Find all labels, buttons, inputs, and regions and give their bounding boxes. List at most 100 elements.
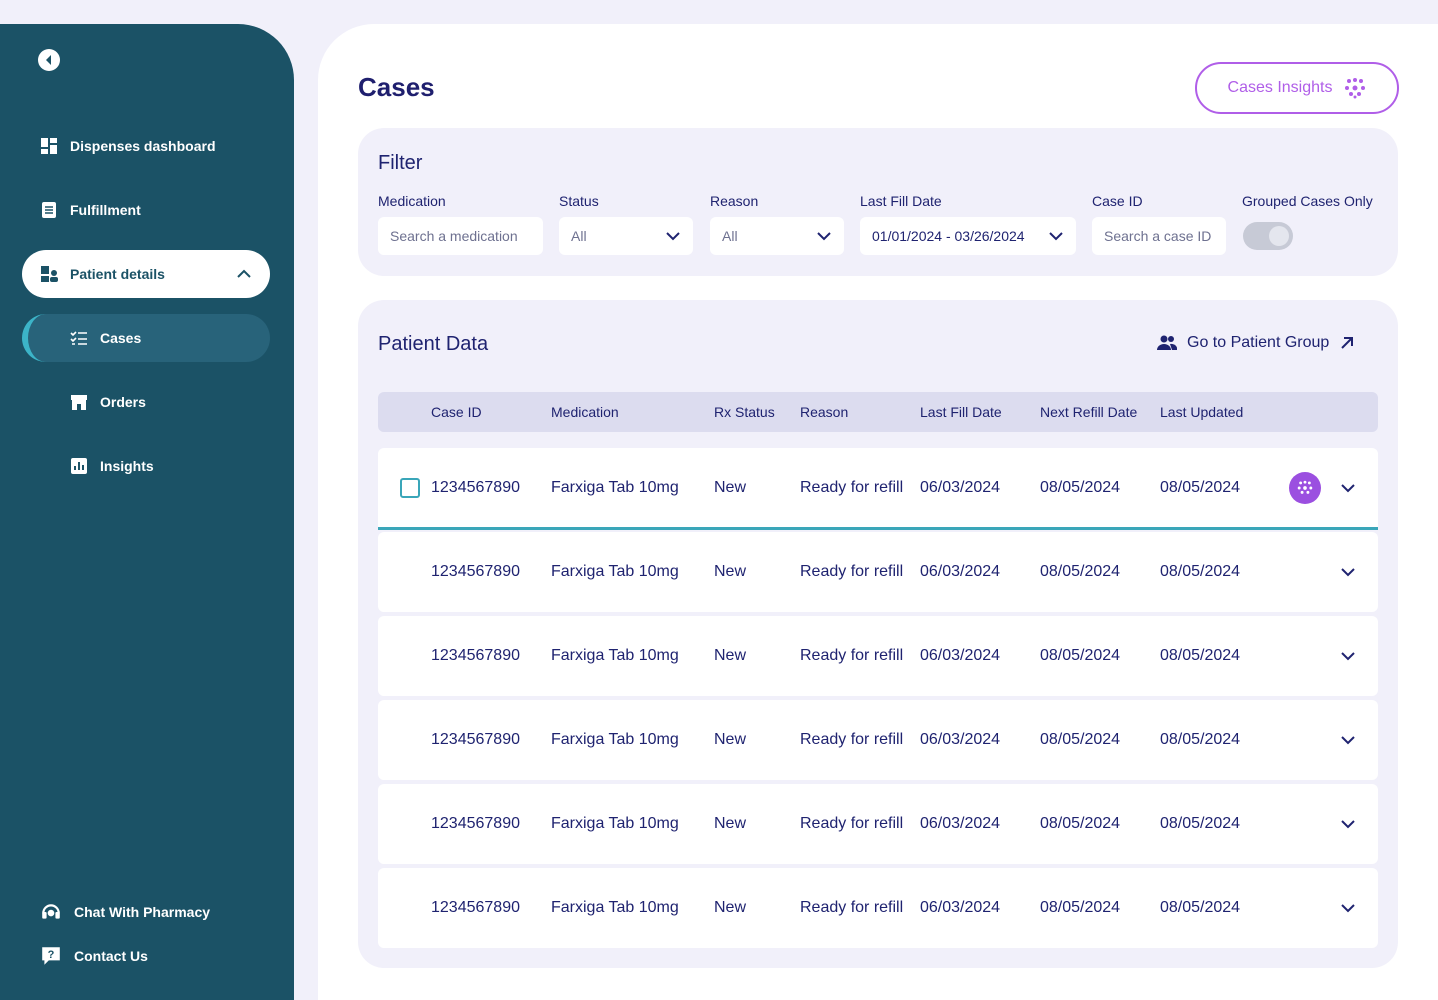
table-cell: 08/05/2024 — [1040, 647, 1121, 664]
expand-icon[interactable] — [1340, 648, 1356, 664]
nav-label: Fulfillment — [70, 202, 141, 218]
column-header: Reason — [800, 404, 849, 420]
subnav-item: Cases — [70, 314, 141, 362]
page-title: Cases — [358, 72, 435, 102]
nav-label: Insights — [100, 458, 154, 474]
table-cell: Ready for refill — [800, 815, 904, 832]
table-header — [378, 392, 1378, 432]
button-label: Cases Insights — [1227, 79, 1333, 96]
table-cell: 08/05/2024 — [1160, 563, 1241, 580]
filter-label: Status — [559, 193, 599, 209]
nav-label: Orders — [100, 394, 146, 410]
subnav-item-active[interactable] — [22, 314, 270, 362]
nav-item[interactable]: Dispenses dashboard — [40, 122, 216, 170]
filter-input[interactable]: All — [559, 217, 693, 255]
table-row[interactable]: 1234567890 Farxiga Tab 10mg New Ready for r… — [378, 448, 1378, 530]
subnav-item[interactable]: Orders — [70, 378, 146, 426]
table-cell: 1234567890 — [431, 899, 520, 916]
footer-label: Chat With Pharmacy — [74, 904, 211, 920]
nav-item[interactable]: Fulfillment — [40, 186, 141, 234]
patient-group-link[interactable]: Go to Patient Group — [1157, 334, 1355, 352]
svg-text:?: ? — [48, 949, 55, 961]
table-cell: Ready for refill — [800, 563, 904, 580]
table-row[interactable]: 1234567890 Farxiga Tab 10mg New Ready for r… — [378, 784, 1378, 864]
table-cell: 08/05/2024 — [1160, 479, 1241, 496]
subnav-item[interactable]: Insights — [70, 442, 154, 490]
column-header: Rx Status — [714, 404, 775, 420]
table-cell: 08/05/2024 — [1040, 899, 1121, 916]
dropdown-icon — [816, 228, 832, 244]
expand-icon[interactable] — [1340, 564, 1356, 580]
select-value: All — [722, 228, 738, 244]
table-cell: 06/03/2024 — [920, 899, 1001, 916]
table-cell: 06/03/2024 — [920, 563, 1001, 580]
table-cell: 08/05/2024 — [1040, 479, 1121, 496]
dropdown-icon — [1048, 228, 1064, 244]
patient-title: Patient Data — [378, 333, 489, 355]
table-cell: 06/03/2024 — [920, 647, 1001, 664]
toggle-label: Grouped Cases Only — [1242, 193, 1373, 209]
table-cell: New — [714, 647, 747, 664]
table-cell: 08/05/2024 — [1040, 563, 1121, 580]
column-header: Last Fill Date — [920, 404, 1002, 420]
insights-badge[interactable] — [1289, 472, 1321, 504]
insights-button[interactable]: Cases Insights — [1195, 62, 1399, 114]
table-row[interactable]: 1234567890 Farxiga Tab 10mg New Ready for r… — [378, 532, 1378, 612]
filter-input[interactable]: Search a case ID — [1092, 217, 1226, 255]
table-cell: New — [714, 815, 747, 832]
filter-input[interactable]: All — [710, 217, 844, 255]
row-checkbox[interactable] — [400, 478, 420, 498]
table-cell: 06/03/2024 — [920, 479, 1001, 496]
placeholder: Search a medication — [390, 228, 518, 244]
table-row[interactable]: 1234567890 Farxiga Tab 10mg New Ready for r… — [378, 700, 1378, 780]
nav-label: Dispenses dashboard — [70, 138, 216, 154]
expand-icon[interactable] — [1340, 816, 1356, 832]
nav-label: Patient details — [70, 266, 165, 282]
table-cell: 08/05/2024 — [1040, 731, 1121, 748]
expand-icon[interactable] — [1340, 732, 1356, 748]
nav-item: Patient details — [40, 250, 165, 298]
nav-label: Cases — [100, 330, 142, 346]
expand-icon[interactable] — [1340, 480, 1356, 496]
table-cell: 1234567890 — [431, 563, 520, 580]
table-cell: 1234567890 — [431, 815, 520, 832]
table-cell: Farxiga Tab 10mg — [551, 647, 679, 664]
table-cell: 06/03/2024 — [920, 731, 1001, 748]
table-cell: 1234567890 — [431, 731, 520, 748]
table-cell: 08/05/2024 — [1040, 815, 1121, 832]
filter-input[interactable]: 01/01/2024 - 03/26/2024 — [860, 217, 1076, 255]
table-row[interactable]: 1234567890 Farxiga Tab 10mg New Ready for r… — [378, 616, 1378, 696]
table-cell: Farxiga Tab 10mg — [551, 731, 679, 748]
footer-item[interactable]: ? Contact Us — [40, 932, 148, 980]
nav-item-active[interactable] — [22, 250, 270, 298]
filter-title: Filter — [378, 152, 423, 174]
collapse-button[interactable] — [37, 48, 61, 72]
table-cell: New — [714, 563, 747, 580]
filter-input[interactable]: Search a medication — [378, 217, 543, 255]
table-cell: 08/05/2024 — [1160, 815, 1241, 832]
table-cell: 06/03/2024 — [920, 815, 1001, 832]
toggle[interactable] — [1243, 222, 1293, 250]
table-cell: Ready for refill — [800, 899, 904, 916]
table-cell: 1234567890 — [431, 479, 520, 496]
footer-item[interactable]: Chat With Pharmacy — [40, 888, 210, 936]
table-row[interactable]: 1234567890 Farxiga Tab 10mg New Ready for r… — [378, 868, 1378, 948]
filter-label: Case ID — [1092, 193, 1143, 209]
table-cell: Ready for refill — [800, 647, 904, 664]
sidebar: Dispenses dashboard Fulfillment Patient … — [0, 24, 294, 1000]
expand-icon[interactable] — [1340, 900, 1356, 916]
table-cell: 08/05/2024 — [1160, 899, 1241, 916]
table-cell: New — [714, 731, 747, 748]
table-cell: 1234567890 — [431, 647, 520, 664]
table-cell: Ready for refill — [800, 731, 904, 748]
select-value: 01/01/2024 - 03/26/2024 — [872, 228, 1025, 244]
placeholder: Search a case ID — [1104, 228, 1212, 244]
table-cell: Farxiga Tab 10mg — [551, 815, 679, 832]
link-label: Go to Patient Group — [1187, 334, 1330, 351]
footer-label: Contact Us — [74, 948, 148, 964]
select-value: All — [571, 228, 587, 244]
filter-label: Reason — [710, 193, 759, 209]
column-header: Medication — [551, 404, 619, 420]
column-header: Last Updated — [1160, 404, 1244, 420]
